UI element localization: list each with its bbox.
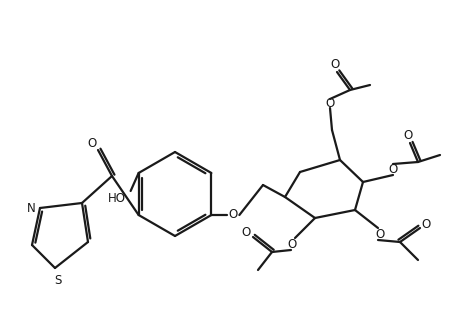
Text: O: O (375, 229, 384, 242)
Text: O: O (241, 226, 251, 240)
Text: HO: HO (108, 193, 126, 205)
Text: O: O (421, 217, 430, 231)
Text: S: S (55, 273, 62, 287)
Text: O: O (403, 128, 413, 141)
Text: O: O (325, 97, 335, 109)
Text: O: O (388, 163, 398, 175)
Text: O: O (330, 58, 340, 71)
Text: O: O (87, 137, 97, 149)
Text: O: O (229, 209, 238, 222)
Text: N: N (27, 202, 36, 214)
Text: O: O (287, 239, 297, 251)
